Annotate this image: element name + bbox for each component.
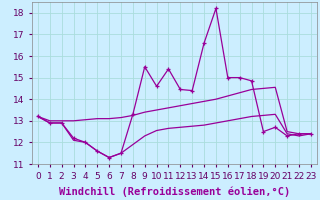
X-axis label: Windchill (Refroidissement éolien,°C): Windchill (Refroidissement éolien,°C) xyxy=(59,186,290,197)
